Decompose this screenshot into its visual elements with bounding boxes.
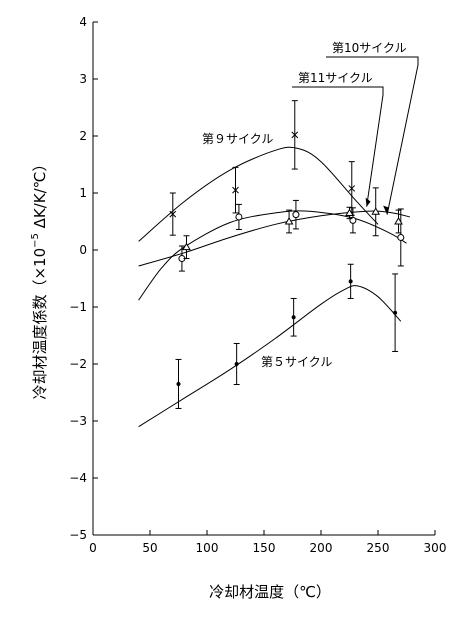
annotation-arrowhead [383,205,390,215]
data-point-triangle [394,217,403,225]
annotation-label: 第９サイクル [202,132,273,146]
y-axis-label-prefix: 冷却材温度係数（×10 [31,248,49,400]
series-curve [138,210,407,301]
y-tick-label: 4 [79,15,87,29]
x-tick-label: 50 [142,541,157,555]
annotation-label: 第11サイクル [298,71,373,85]
data-point-dot [176,381,181,386]
annotation-leader-line [326,56,419,215]
x-tick-label: 200 [310,541,333,555]
ticks: −5 −4 −3 −2 −1 0 1 2 3 4 0 50 100 150 200 250 300 [69,15,446,555]
data-point-x [348,185,356,192]
y-tick-label: −3 [69,414,87,428]
y-axis-label-exponent: −5 [30,233,41,248]
series-curve [138,146,379,242]
data-point-x [291,131,299,139]
y-tick-label: −1 [69,300,87,314]
x-axis-label: 冷却材温度（℃） [209,583,331,601]
axes [92,22,435,536]
annotation-label: 第10サイクル [332,41,407,55]
annotation-arrowhead [365,197,371,207]
y-tick-label: 3 [79,72,87,86]
data-point-dot [348,279,353,284]
x-tick-label: 0 [89,541,97,555]
y-tick-label: 2 [79,129,87,143]
data-point-x [169,210,177,218]
y-tick-label: −5 [69,528,87,542]
y-tick-label: 0 [79,243,87,257]
data-point-x [232,186,239,194]
data-point-triangle [371,207,381,215]
data-point-triangle [284,217,294,225]
y-axis-label: 冷却材温度係数（×10−5 ΔK/K/℃） [30,156,49,399]
data-point-triangle [182,242,191,251]
x-tick-label: 150 [253,541,276,555]
annotation-leader-line [292,86,384,207]
x-tick-label: 300 [424,541,447,555]
y-tick-label: −2 [69,357,87,371]
data-point-circle [235,213,243,221]
data-point-circle [397,233,405,241]
annotation-label: 第５サイクル [261,355,332,369]
data-point-dot [393,310,398,315]
y-tick-label: −4 [69,471,87,485]
data-point-circle [292,211,300,219]
y-axis-label-suffix: ΔK/K/℃） [31,156,49,233]
data-point-dot [291,315,296,320]
data-point-dot [234,362,239,366]
data-markers [169,100,405,409]
x-tick-label: 100 [196,541,219,555]
series-curve [138,285,402,428]
x-tick-label: 250 [367,541,390,555]
data-point-triangle [345,208,354,216]
y-tick-label: 1 [79,186,87,200]
